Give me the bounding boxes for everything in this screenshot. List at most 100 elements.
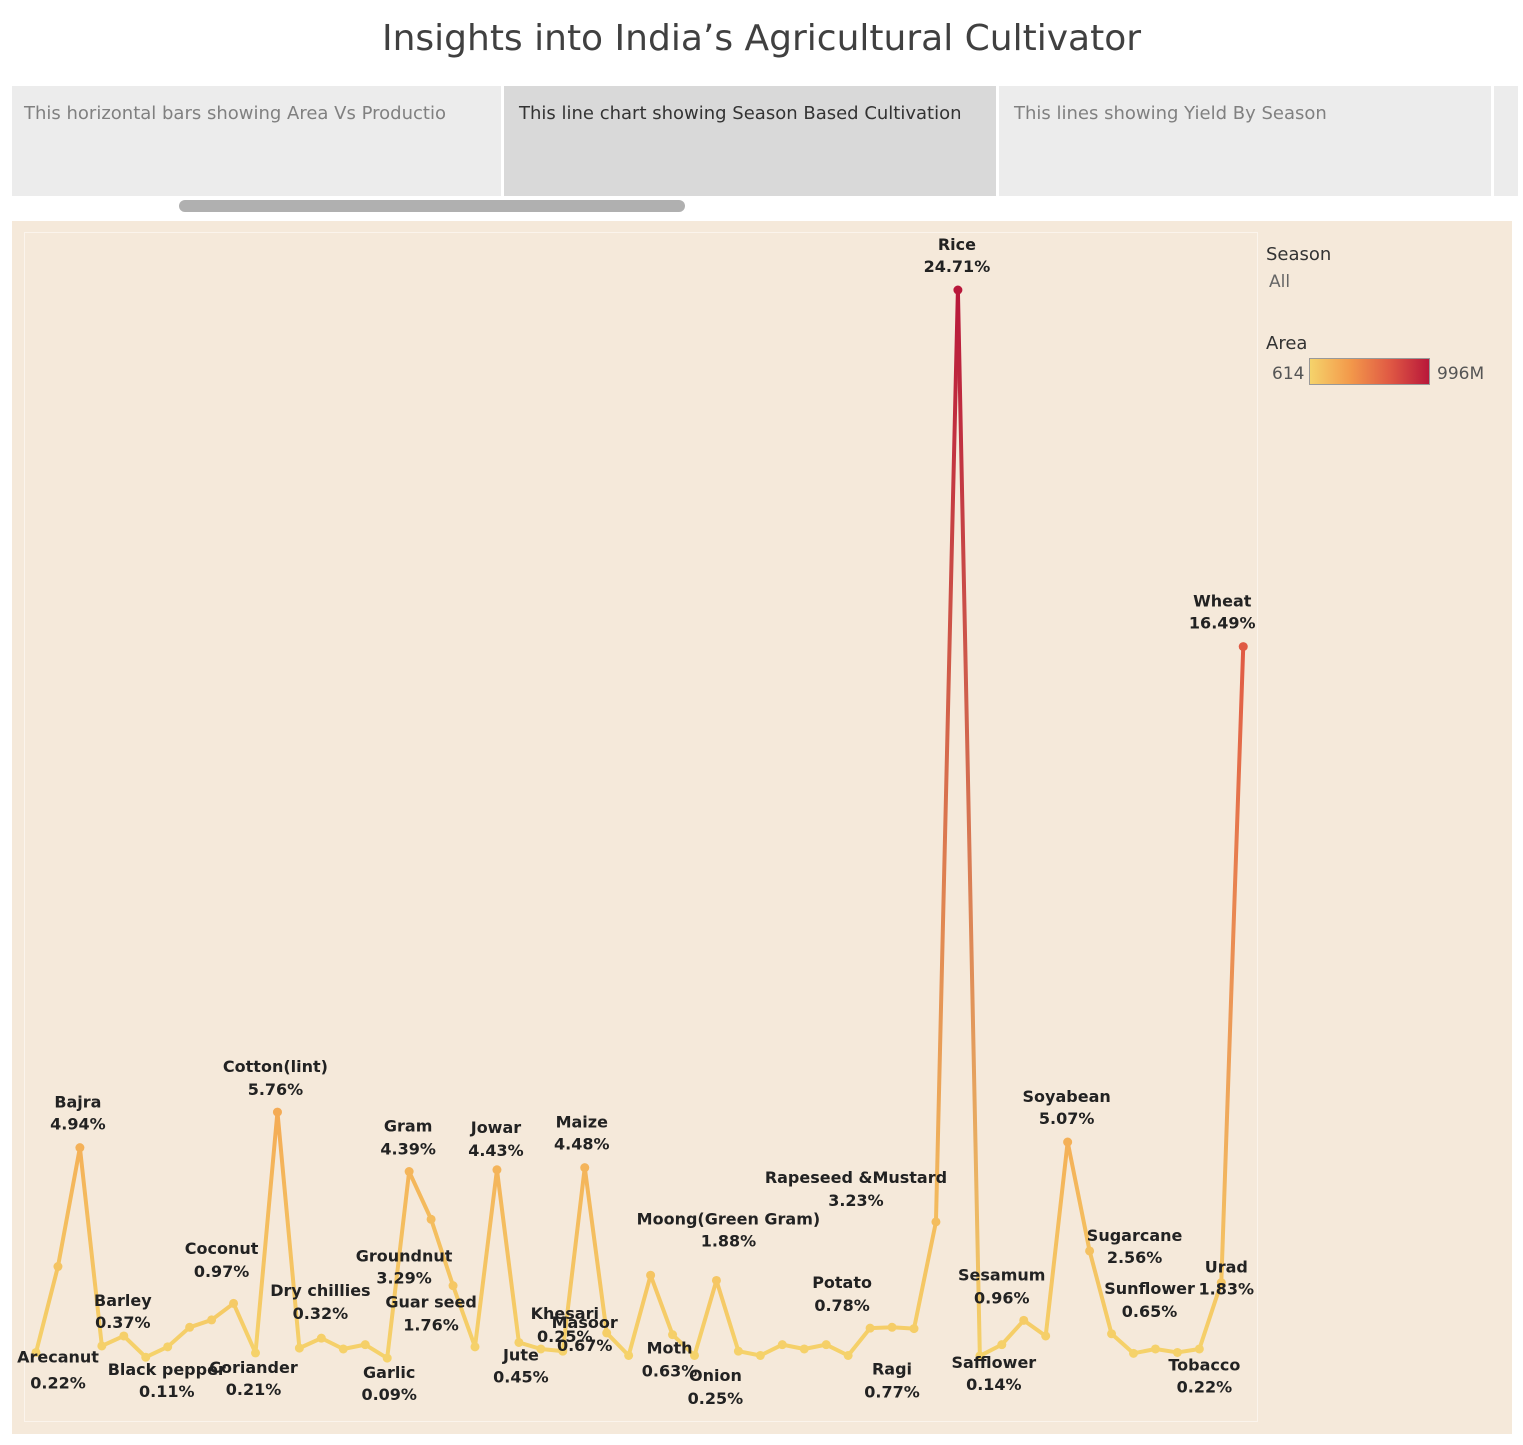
crop-label: Maize [556, 1113, 609, 1132]
data-point[interactable] [536, 1344, 546, 1354]
data-point[interactable] [733, 1346, 743, 1356]
data-point[interactable] [931, 1217, 941, 1227]
line-segment [429, 1217, 456, 1288]
line-segment [582, 1165, 609, 1335]
data-point[interactable] [953, 285, 963, 295]
value-label: 5.07% [1039, 1109, 1095, 1128]
value-label: 0.09% [361, 1385, 417, 1404]
crop-label: Sugarcane [1087, 1226, 1183, 1245]
data-point[interactable] [558, 1346, 568, 1356]
data-point[interactable] [624, 1350, 634, 1360]
data-point[interactable] [1129, 1348, 1138, 1358]
data-point[interactable] [1041, 1331, 1051, 1341]
crop-label: Guar seed [385, 1293, 476, 1312]
data-point[interactable] [690, 1350, 699, 1360]
data-point[interactable] [404, 1167, 414, 1177]
crop-label: Safflower [951, 1353, 1036, 1372]
data-point[interactable] [316, 1333, 326, 1343]
value-label: 0.25% [688, 1389, 744, 1408]
data-point[interactable] [1238, 642, 1248, 652]
data-point[interactable] [865, 1323, 875, 1333]
value-label: 0.32% [293, 1304, 349, 1323]
data-point[interactable] [492, 1165, 502, 1175]
data-point[interactable] [53, 1262, 63, 1272]
data-point[interactable] [997, 1340, 1007, 1350]
tabs-scrollbar-thumb[interactable] [179, 200, 685, 212]
data-point[interactable] [1019, 1315, 1029, 1325]
data-point[interactable] [909, 1324, 919, 1334]
data-point[interactable] [975, 1351, 985, 1361]
line-segment [999, 1318, 1026, 1347]
data-point[interactable] [163, 1342, 173, 1352]
line-segment [77, 1145, 104, 1348]
data-point[interactable] [470, 1342, 480, 1352]
data-point[interactable] [755, 1350, 765, 1360]
data-point[interactable] [799, 1344, 809, 1354]
value-label: 0.37% [95, 1313, 151, 1332]
data-point[interactable] [668, 1330, 678, 1340]
crop-label: Jowar [470, 1118, 522, 1137]
value-label: 4.43% [468, 1141, 524, 1160]
data-point[interactable] [514, 1337, 524, 1347]
data-point[interactable] [1172, 1347, 1182, 1357]
data-point[interactable] [141, 1352, 151, 1362]
value-label: 0.77% [864, 1383, 920, 1402]
value-label: 1.88% [701, 1231, 757, 1250]
data-point[interactable] [777, 1340, 787, 1350]
data-point[interactable] [185, 1322, 195, 1332]
crop-label: Coconut [185, 1239, 259, 1258]
value-label: 0.67% [557, 1336, 613, 1355]
value-label: 0.96% [974, 1288, 1030, 1307]
tab-yield-by-season[interactable]: This lines showing Yield By Season [999, 86, 1491, 196]
data-point[interactable] [821, 1340, 831, 1350]
data-point[interactable] [294, 1343, 304, 1353]
legend-season-title: Season [1266, 244, 1332, 265]
data-point[interactable] [580, 1163, 590, 1173]
data-point[interactable] [843, 1350, 853, 1360]
line-segment [34, 1264, 60, 1355]
data-point[interactable] [1085, 1246, 1095, 1256]
data-point[interactable] [251, 1348, 260, 1358]
data-point[interactable] [31, 1347, 41, 1357]
legend-season-filter[interactable]: All [1269, 272, 1291, 292]
data-point[interactable] [646, 1270, 656, 1280]
data-point[interactable] [448, 1281, 458, 1291]
data-point[interactable] [360, 1340, 370, 1350]
data-point[interactable] [97, 1341, 107, 1351]
crop-label: Potato [812, 1273, 872, 1292]
tab-area-vs-production[interactable]: This horizontal bars showing Area Vs Pro… [12, 86, 501, 196]
line-segment [648, 1273, 675, 1337]
data-point[interactable] [338, 1344, 348, 1354]
value-label: 0.22% [30, 1373, 86, 1392]
data-point[interactable] [1216, 1278, 1226, 1288]
line-segment [1109, 1331, 1136, 1356]
value-label: 0.45% [493, 1367, 549, 1386]
data-point[interactable] [1194, 1344, 1204, 1354]
data-point[interactable] [1150, 1344, 1160, 1354]
value-label: 0.63% [642, 1362, 698, 1381]
crop-label: Bajra [54, 1093, 101, 1112]
tab-season-based-cultivation[interactable]: This line chart showing Season Based Cul… [504, 86, 996, 196]
crop-label: Jute [502, 1345, 539, 1364]
data-point[interactable] [229, 1298, 239, 1308]
page-title: Insights into India’s Agricultural Culti… [381, 18, 1142, 59]
data-point[interactable] [1063, 1137, 1073, 1147]
line-segment [1065, 1140, 1092, 1253]
legend-area-color-ramp [1309, 358, 1430, 385]
series-points [31, 285, 1248, 1363]
data-point[interactable] [75, 1143, 85, 1153]
line-segment [670, 1332, 697, 1358]
data-point[interactable] [426, 1214, 436, 1224]
data-point[interactable] [1107, 1329, 1117, 1339]
data-point[interactable] [887, 1322, 897, 1332]
data-point[interactable] [272, 1107, 282, 1117]
tab-next[interactable] [1494, 86, 1518, 196]
data-point[interactable] [602, 1328, 612, 1338]
data-point[interactable] [119, 1331, 129, 1341]
data-point[interactable] [711, 1275, 721, 1285]
legend-area-min: 614 [1272, 364, 1305, 384]
data-point[interactable] [207, 1315, 217, 1325]
data-point[interactable] [382, 1353, 392, 1363]
line-segment [1043, 1140, 1070, 1338]
